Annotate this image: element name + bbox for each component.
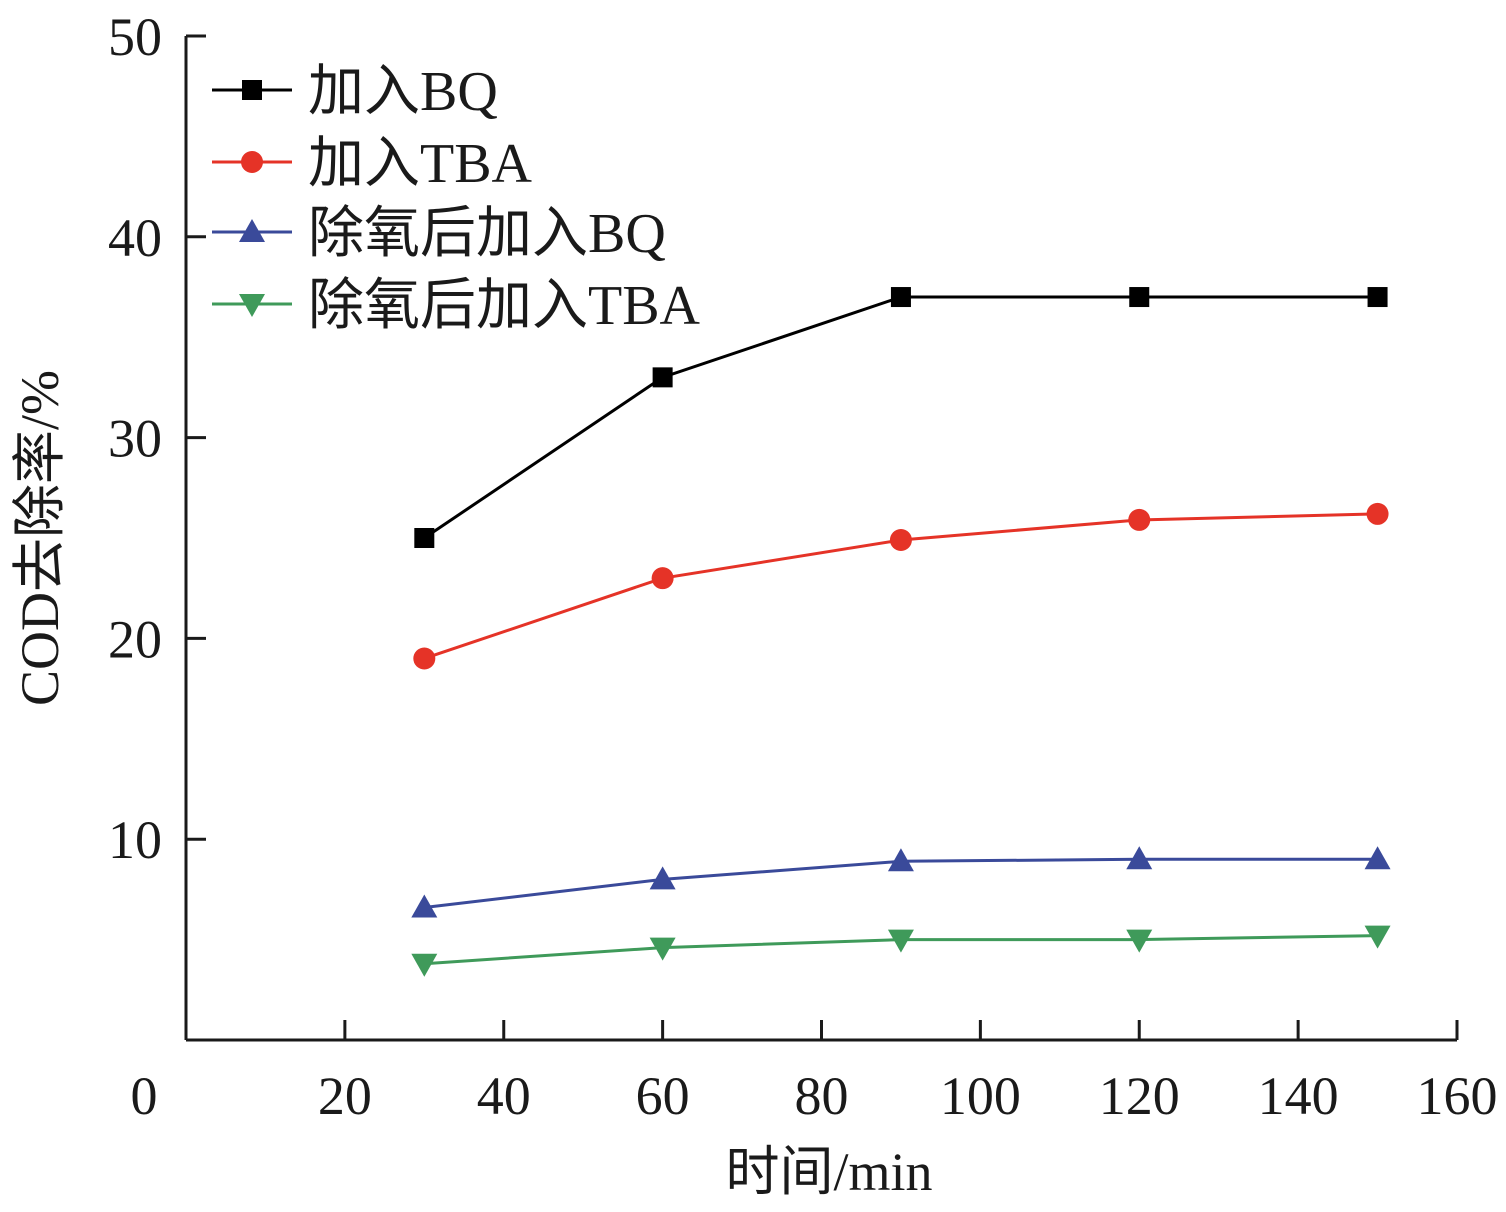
y-tick-label: 10 [108, 810, 162, 870]
x-tick-label: 100 [940, 1066, 1021, 1126]
legend-marker [239, 219, 265, 242]
data-point [652, 367, 673, 388]
axes: 0 20 40 60 80 100 120 140 160 10 20 30 40 50 [108, 7, 1498, 1126]
y-axis-title: COD去除率/% [10, 370, 70, 706]
series-1 [414, 287, 1388, 548]
data-point [887, 848, 914, 872]
data-point [413, 647, 436, 670]
data-point [411, 953, 438, 977]
x-tick-label: 20 [318, 1066, 372, 1126]
data-point [1364, 925, 1391, 949]
x-tick-label: 120 [1099, 1066, 1180, 1126]
data-point [1367, 287, 1388, 308]
y-tick-label: 30 [108, 409, 162, 469]
data-point [887, 929, 914, 953]
legend-marker [239, 294, 265, 317]
legend-item: 除氧后加入TBA [212, 275, 701, 337]
x-tick-label: 80 [795, 1066, 849, 1126]
series-layer [411, 287, 1391, 977]
series-2 [413, 502, 1389, 670]
legend-item: 除氧后加入BQ [212, 203, 666, 265]
legend-label: 加入TBA [308, 133, 533, 195]
data-point [890, 287, 911, 308]
data-point [411, 894, 438, 918]
legend: 加入BQ 加入TBA 除氧后加入BQ 除氧后加入TBA [212, 61, 701, 337]
series-4 [411, 925, 1391, 977]
data-point [414, 528, 435, 548]
y-tick-label: 50 [108, 7, 162, 67]
x-tick-label: 140 [1258, 1066, 1339, 1126]
x-tick-label: 0 [131, 1066, 158, 1126]
x-tick-label: 40 [477, 1066, 531, 1126]
legend-item: 加入BQ [212, 61, 498, 123]
y-ticks: 10 20 30 40 50 [108, 7, 206, 870]
legend-label: 除氧后加入BQ [308, 203, 666, 265]
data-point [889, 529, 912, 552]
x-tick-label: 60 [636, 1066, 690, 1126]
series-3 [411, 846, 1391, 918]
legend-marker [241, 151, 263, 173]
legend-label: 加入BQ [308, 61, 498, 123]
data-point [1364, 846, 1391, 870]
data-point [651, 567, 674, 590]
x-ticks: 0 20 40 60 80 100 120 140 160 [131, 1020, 1498, 1126]
data-point [1126, 846, 1153, 870]
data-point [649, 866, 676, 890]
data-point [1129, 287, 1150, 308]
data-point [1366, 502, 1389, 525]
data-point [1128, 508, 1151, 531]
legend-marker [242, 80, 262, 100]
data-point [1126, 929, 1153, 953]
legend-item: 加入TBA [212, 133, 533, 195]
x-tick-label: 160 [1417, 1066, 1498, 1126]
x-axis-title: 时间/min [725, 1142, 932, 1202]
legend-label: 除氧后加入TBA [308, 275, 701, 337]
y-tick-label: 40 [108, 208, 162, 268]
y-tick-label: 20 [108, 609, 162, 669]
data-point [649, 937, 676, 961]
